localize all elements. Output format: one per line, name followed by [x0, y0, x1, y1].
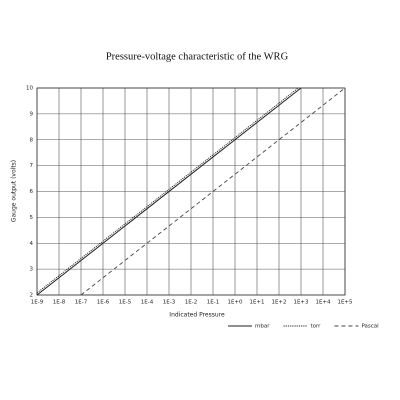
chart-title: Pressure-voltage characteristic of the W… [106, 51, 289, 62]
x-tick-label: 1E+0 [227, 300, 243, 306]
legend-label: torr [310, 324, 321, 330]
y-tick-label: 3 [30, 267, 34, 273]
y-tick-label: 8 [30, 137, 34, 143]
y-tick-label: 4 [30, 241, 34, 247]
x-tick-label: 1E-4 [141, 300, 154, 306]
y-tick-label: 9 [30, 111, 34, 117]
x-tick-label: 1E-6 [97, 300, 110, 306]
y-axis-label: Gauge output (volts) [11, 160, 18, 222]
x-tick-label: 1E-8 [53, 300, 66, 306]
x-tick-label: 1E-9 [31, 300, 44, 306]
series-line [36, 87, 299, 294]
x-tick-label: 1E+2 [271, 300, 286, 306]
y-tick-label: 5 [30, 215, 34, 221]
x-tick-label: 1E-2 [185, 300, 197, 306]
legend-label: Pascal [361, 324, 379, 330]
x-tick-label: 1E-7 [75, 300, 88, 306]
x-axis-label: Indicated Pressure [169, 312, 225, 319]
y-tick-label: 10 [26, 86, 33, 92]
x-tick-label: 1E+3 [293, 300, 309, 306]
y-tick-label: 6 [30, 189, 34, 195]
x-tick-label: 1E-1 [207, 300, 219, 306]
x-tick-label: 1E+1 [249, 300, 264, 306]
x-tick-label: 1E+5 [337, 300, 353, 306]
legend-label: mbar [255, 324, 270, 330]
series-line [36, 87, 302, 296]
plot-frame [36, 87, 346, 296]
y-tick-label: 7 [30, 163, 34, 169]
x-tick-label: 1E-3 [163, 300, 176, 306]
x-tick-label: 1E-5 [119, 300, 132, 306]
y-tick-label: 2 [30, 293, 34, 299]
x-tick-label: 1E+4 [315, 300, 331, 306]
